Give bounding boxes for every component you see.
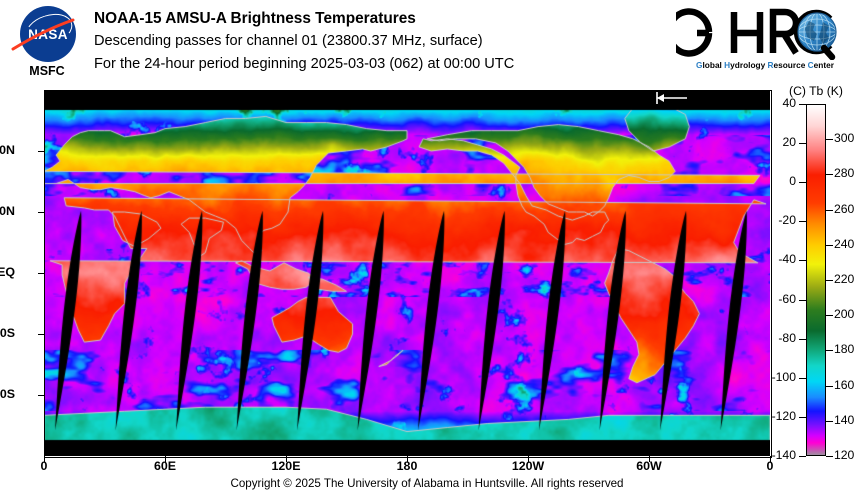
- colorbar-label-celsius: 40: [782, 96, 796, 110]
- colorbar-tick-celsius: [799, 260, 806, 262]
- colorbar-label-celsius: -140: [771, 448, 796, 462]
- longitude-tick: [770, 456, 771, 462]
- colorbar-label-celsius: 20: [782, 135, 796, 150]
- colorbar-label-kelvin: 180: [834, 342, 854, 357]
- longitude-tick: [44, 456, 45, 462]
- longitude-label: 120E: [271, 459, 301, 473]
- latitude-tick: [38, 212, 44, 213]
- longitude-tick: [528, 456, 529, 462]
- colorbar[interactable]: [806, 104, 826, 456]
- colorbar-label-celsius: -20: [778, 213, 796, 228]
- latitude-label: 60N: [0, 143, 15, 157]
- latitude-label: 30N: [0, 204, 15, 218]
- longitude-label: 120W: [511, 459, 545, 473]
- colorbar-tick-kelvin: [826, 315, 833, 317]
- colorbar-gradient: [807, 105, 825, 455]
- colorbar-tick-celsius: [799, 182, 806, 184]
- longitude-label: 0: [40, 459, 48, 473]
- latitude-tick: [38, 273, 44, 274]
- ghrc-tagline: Global Hydrology Resource Center: [696, 60, 834, 70]
- colorbar-tick-kelvin: [826, 209, 833, 211]
- latitude-label: 30S: [0, 326, 15, 340]
- colorbar-label-kelvin: 200: [834, 307, 854, 322]
- latitude-tick: [38, 334, 44, 335]
- colorbar-label-celsius: -80: [778, 330, 796, 345]
- colorbar-tick-kelvin: [826, 244, 833, 246]
- ghrc-logo: Global Hydrology Resource Center: [676, 8, 848, 78]
- nasa-wordmark: NASA: [28, 27, 68, 42]
- nasa-logo: NASA MSFC: [11, 6, 82, 84]
- colorbar-label-kelvin: 160: [834, 377, 854, 392]
- longitude-tick: [286, 456, 287, 462]
- colorbar-label-celsius: -60: [778, 291, 796, 306]
- colorbar-label-kelvin: 280: [834, 166, 854, 181]
- longitude-label: 60W: [636, 459, 662, 473]
- colorbar-tick-kelvin: [826, 280, 833, 281]
- colorbar-tick-kelvin: [826, 385, 833, 387]
- colorbar-tick-celsius: [799, 104, 806, 105]
- subtitle-channel: Descending passes for channel 01 (23800.…: [94, 33, 483, 49]
- colorbar-tick-celsius: [799, 143, 806, 145]
- longitude-tick: [649, 456, 650, 462]
- colorbar-label-celsius: -120: [771, 408, 796, 423]
- longitude-label: 0: [766, 459, 774, 473]
- title-block: NOAA-15 AMSU-A Brightness Temperatures D…: [94, 8, 514, 76]
- copyright-notice: Copyright © 2025 The University of Alaba…: [230, 477, 624, 490]
- latitude-tick: [38, 151, 44, 152]
- colorbar-tick-kelvin: [826, 139, 833, 141]
- colorbar-tick-celsius: [799, 338, 806, 340]
- colorbar-tick-celsius: [799, 299, 806, 301]
- nasa-meatball-icon: NASA: [20, 6, 76, 62]
- colorbar-tick-kelvin: [826, 420, 833, 422]
- colorbar-label-kelvin: 240: [834, 236, 854, 251]
- colorbar-header: (C) Tb (K): [789, 84, 843, 98]
- colorbar-tick-kelvin: [826, 456, 833, 457]
- page-title: NOAA-15 AMSU-A Brightness Temperatures: [94, 10, 416, 27]
- descending-node-arrow-icon: [656, 92, 687, 104]
- colorbar-label-celsius: -40: [778, 252, 796, 267]
- latitude-label: EQ: [0, 265, 15, 279]
- colorbar-label-kelvin: 300: [834, 131, 854, 146]
- longitude-label: 60E: [153, 459, 177, 473]
- colorbar-label-kelvin: 220: [834, 272, 854, 286]
- colorbar-tick-celsius: [799, 456, 806, 457]
- colorbar-label-kelvin: 260: [834, 201, 854, 216]
- nasa-center-label: MSFC: [29, 64, 65, 78]
- ghrc-acronym-icon: [676, 8, 837, 60]
- longitude-tick: [407, 456, 408, 462]
- colorbar-label-kelvin: 120: [834, 448, 854, 462]
- colorbar-label-celsius: 0: [789, 174, 796, 189]
- longitude-label: 180: [396, 459, 418, 473]
- subtitle-period: For the 24-hour period beginning 2025-03…: [94, 56, 515, 72]
- latitude-tick: [38, 395, 44, 396]
- longitude-tick: [165, 456, 166, 462]
- colorbar-tick-kelvin: [826, 350, 833, 352]
- colorbar-label-celsius: -100: [771, 369, 796, 384]
- colorbar-label-kelvin: 140: [834, 412, 854, 427]
- world-map[interactable]: [44, 90, 770, 456]
- colorbar-tick-celsius: [799, 416, 806, 418]
- colorbar-tick-kelvin: [826, 174, 833, 176]
- colorbar-tick-celsius: [799, 377, 806, 379]
- brightness-temperature-raster: [44, 90, 770, 456]
- nasa-swoosh-icon: [11, 18, 75, 51]
- colorbar-tick-celsius: [799, 221, 806, 223]
- latitude-label: 60S: [0, 387, 15, 401]
